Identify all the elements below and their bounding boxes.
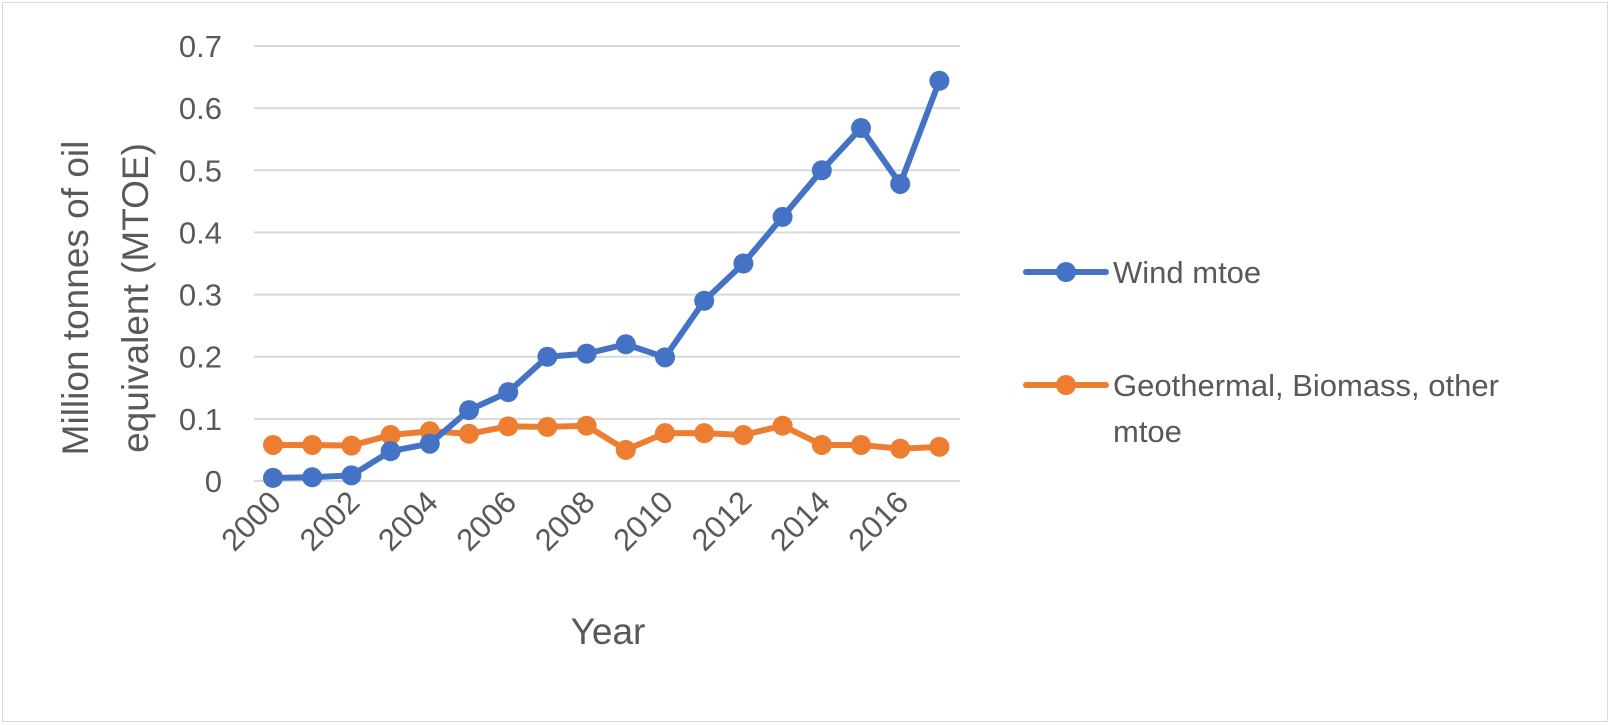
data-point <box>733 253 754 274</box>
y-tick-label: 0.6 <box>179 91 222 126</box>
x-tick-label: 2006 <box>450 484 524 558</box>
x-tick-label: 2016 <box>842 484 916 558</box>
data-point <box>655 423 675 444</box>
data-point <box>537 416 558 437</box>
data-point <box>302 467 323 488</box>
y-tick-label: 0 <box>205 464 222 499</box>
series-line <box>270 422 943 453</box>
data-point <box>380 441 401 462</box>
data-point <box>694 423 715 444</box>
gridlines <box>254 45 960 482</box>
data-point <box>890 438 911 459</box>
y-tick-label: 0.4 <box>179 215 222 250</box>
x-tick-label: 2000 <box>214 484 288 558</box>
data-point <box>459 400 479 421</box>
legend-label: Geothermal, Biomass, other <box>1113 368 1499 403</box>
y-tick-label: 0.5 <box>179 153 222 188</box>
data-point <box>419 433 440 454</box>
data-point <box>498 416 519 437</box>
y-tick-label: 0.2 <box>179 340 222 375</box>
y-axis-title: Million tonnes of oil equivalent (MTOE) <box>55 141 156 456</box>
x-tick-label: 2004 <box>371 484 445 558</box>
data-point <box>341 435 362 456</box>
data-point <box>615 334 636 355</box>
data-point <box>263 434 283 455</box>
data-point <box>380 425 401 446</box>
data-point <box>851 118 871 139</box>
x-axis-tick-labels: 2000 2002 2004 2006 2008 2010 2012 2014 2016 <box>214 484 915 558</box>
legend-label: Wind mtoe <box>1113 255 1261 290</box>
data-point <box>576 415 597 436</box>
x-tick-label: 2008 <box>528 484 602 558</box>
x-tick-label: 2002 <box>293 484 367 558</box>
data-point <box>811 160 832 181</box>
legend-marker <box>1056 262 1076 282</box>
data-point <box>694 290 715 311</box>
data-point <box>498 382 519 403</box>
data-point <box>537 346 558 367</box>
legend-item-0: Wind mtoe <box>1023 255 1261 290</box>
data-point <box>459 423 479 444</box>
data-point <box>263 467 283 488</box>
data-point <box>772 415 793 436</box>
x-tick-label: 2014 <box>763 484 837 558</box>
y-axis-tick-labels: 0 0.1 0.2 0.3 0.4 0.5 0.6 0.7 <box>179 29 222 499</box>
series-0 <box>263 70 950 488</box>
series-1 <box>263 415 950 460</box>
y-tick-label: 0.1 <box>179 402 222 437</box>
y-tick-label: 0.3 <box>179 278 222 313</box>
data-point <box>655 347 675 368</box>
legend-marker <box>1056 375 1076 395</box>
data-point <box>341 465 362 486</box>
data-point <box>615 439 636 460</box>
data-point <box>302 434 323 455</box>
series-layer <box>263 70 950 488</box>
data-point <box>811 434 832 455</box>
data-point <box>851 434 871 455</box>
x-tick-label: 2012 <box>685 484 759 558</box>
data-point <box>929 436 950 457</box>
x-tick-label: 2010 <box>606 484 680 558</box>
legend-label: mtoe <box>1113 414 1182 449</box>
data-point <box>929 70 950 91</box>
legend-item-1: Geothermal, Biomass, other mtoe <box>1023 368 1499 449</box>
data-point <box>576 343 597 364</box>
data-point <box>733 425 754 446</box>
y-axis-title-line-1: Million tonnes of oil <box>55 141 96 456</box>
legend: Wind mtoe Geothermal, Biomass, other mtoe <box>1023 255 1499 449</box>
y-tick-label: 0.7 <box>179 29 222 64</box>
data-point <box>772 206 793 227</box>
data-point <box>890 173 911 194</box>
y-axis-title-line-2: equivalent (MTOE) <box>115 143 156 453</box>
x-axis-title: Year <box>571 611 646 652</box>
